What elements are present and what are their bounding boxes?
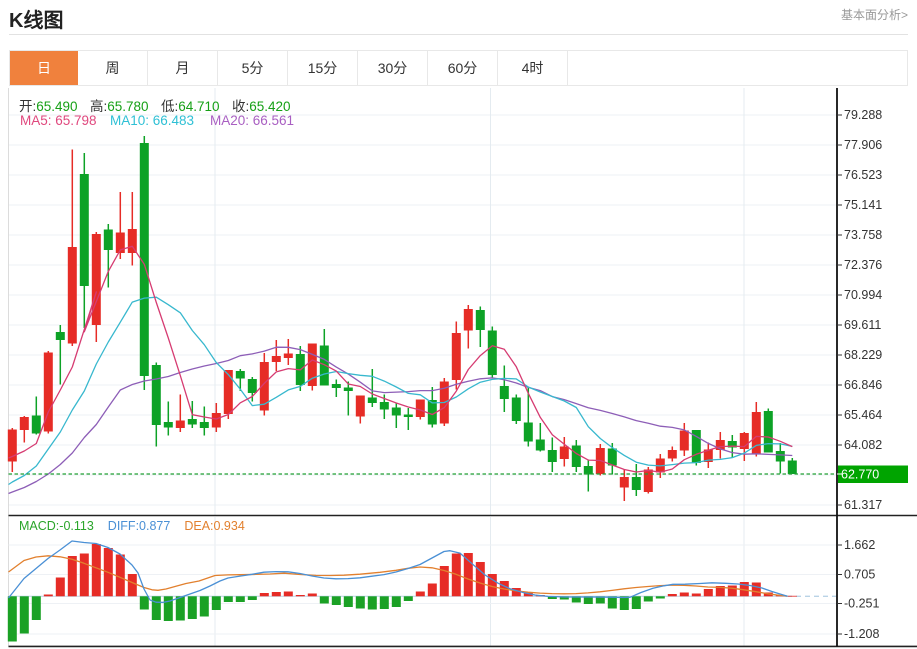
svg-text:76.523: 76.523 — [844, 168, 882, 182]
svg-text:68.229: 68.229 — [844, 348, 882, 362]
svg-text:70.994: 70.994 — [844, 288, 882, 302]
svg-text:-0.251: -0.251 — [844, 597, 879, 611]
svg-text:1.662: 1.662 — [844, 538, 875, 552]
svg-text:-1.208: -1.208 — [844, 627, 879, 641]
svg-text:61.317: 61.317 — [844, 498, 882, 512]
svg-text:66.846: 66.846 — [844, 378, 882, 392]
svg-text:69.611: 69.611 — [844, 318, 881, 332]
svg-text:75.141: 75.141 — [844, 198, 882, 212]
svg-text:64.082: 64.082 — [844, 438, 882, 452]
svg-text:62.770: 62.770 — [841, 468, 879, 482]
svg-text:79.288: 79.288 — [844, 108, 882, 122]
svg-text:73.758: 73.758 — [844, 228, 882, 242]
svg-text:77.906: 77.906 — [844, 138, 882, 152]
svg-text:65.464: 65.464 — [844, 408, 882, 422]
svg-text:72.376: 72.376 — [844, 258, 882, 272]
svg-text:0.705: 0.705 — [844, 568, 875, 582]
